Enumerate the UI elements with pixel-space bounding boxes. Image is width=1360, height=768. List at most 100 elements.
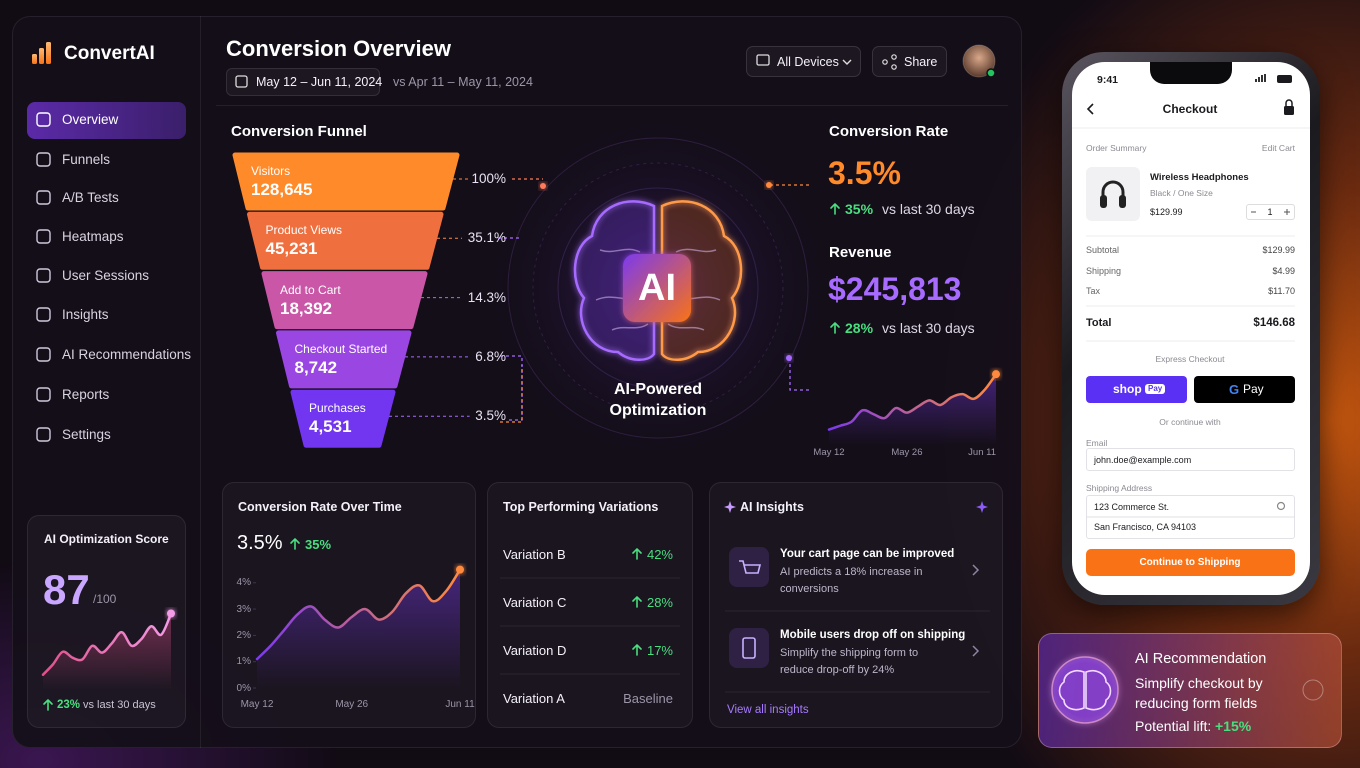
funnel-stage-label: Visitors — [251, 164, 291, 178]
address-line: San Francisco, CA 94103 — [1094, 522, 1197, 532]
summary-row-label: Shipping — [1086, 265, 1122, 276]
devices-label[interactable]: All Devices — [777, 55, 839, 69]
funnel-title: Conversion Funnel — [231, 123, 367, 140]
y-tick-label: 4% — [236, 577, 251, 589]
score-max: /100 — [93, 592, 117, 606]
rec-title: AI Recommendation — [1135, 650, 1267, 667]
metric-title: Conversion Rate — [829, 123, 949, 140]
metric-title: Revenue — [829, 244, 892, 261]
recommendation-card — [1038, 633, 1342, 748]
or-label: Or continue with — [1159, 416, 1221, 427]
metric-value: $245,813 — [828, 271, 962, 307]
insights-link[interactable]: View all insights — [727, 703, 809, 716]
funnel-percent: 35.1% — [467, 230, 506, 246]
variation-lift: 17% — [646, 642, 673, 658]
insight-title: Mobile users drop off on shipping — [780, 628, 966, 641]
metric-note: vs last 30 days — [882, 201, 975, 217]
email-input[interactable] — [1086, 448, 1295, 471]
y-tick-label: 2% — [236, 629, 251, 641]
gpay-text: Pay — [1243, 382, 1264, 396]
x-tick-label: May 12 — [240, 698, 274, 710]
qty-stepper[interactable] — [1246, 204, 1295, 220]
score-card — [27, 515, 186, 728]
nav-item[interactable]: Overview — [62, 112, 119, 127]
nav-item[interactable]: A/B Tests — [62, 190, 119, 205]
product-qty: 1 — [1267, 207, 1273, 217]
continue-button[interactable] — [1086, 549, 1295, 576]
card-change: 35% — [305, 536, 332, 552]
variations-card — [487, 482, 693, 728]
phone-title: Checkout — [1162, 102, 1218, 116]
shop-pay-button[interactable] — [1086, 376, 1187, 403]
funnel-stage-label: Add to Cart — [280, 282, 341, 297]
y-tick-label: 3% — [236, 603, 251, 615]
phone-notch — [1150, 62, 1232, 84]
ai-badge-text: AI — [638, 266, 676, 309]
variation-lift: 42% — [646, 546, 673, 562]
product-variant: Black / One Size — [1150, 187, 1213, 198]
insight-icon-box — [729, 628, 769, 668]
summary-row-value: $4.99 — [1272, 265, 1295, 276]
shop-pay-badge: Pay — [1145, 384, 1166, 394]
funnel-percent: 100% — [471, 171, 506, 186]
metric-change: 28% — [845, 320, 874, 336]
funnel-stage-label: Purchases — [309, 401, 366, 416]
y-tick-label: 1% — [236, 656, 251, 668]
shop-pay-text: shop — [1113, 382, 1142, 396]
score-note: vs last 30 days — [83, 699, 156, 711]
nav-active[interactable] — [27, 102, 186, 139]
product-price: $129.99 — [1150, 207, 1183, 217]
ai-caption: Optimization — [609, 401, 707, 419]
edit-link[interactable]: Edit Cart — [1261, 142, 1295, 153]
funnel-percent: 3.5% — [475, 408, 506, 424]
variation-name: Variation A — [503, 690, 565, 706]
funnel-stage-value: 128,645 — [251, 180, 313, 199]
card-title: Top Performing Variations — [503, 500, 659, 514]
funnel-percent: 6.8% — [475, 348, 506, 364]
app-name: ConvertAI — [64, 42, 155, 64]
funnel-stage-value: 18,392 — [280, 298, 332, 318]
total-label: Total — [1086, 317, 1112, 329]
funnel-stage-value: 45,231 — [265, 239, 318, 259]
x-tick-label: Jun 11 — [968, 447, 996, 458]
continue-label[interactable]: Continue to Shipping — [1139, 556, 1241, 568]
funnel-stage-value: 8,742 — [294, 357, 338, 377]
header-divider — [216, 105, 1008, 106]
rec-lift-label: Potential lift: — [1135, 718, 1212, 734]
nav-item[interactable]: Settings — [62, 427, 111, 442]
variation-name: Variation B — [503, 546, 566, 562]
card-title: AI Insights — [740, 500, 804, 514]
nav-item[interactable]: Heatmaps — [62, 229, 124, 244]
google-pay-button[interactable] — [1194, 376, 1295, 403]
variation-lift: 28% — [646, 594, 673, 610]
compare-range: vs Apr 11 – May 11, 2024 — [393, 75, 533, 89]
metric-note: vs last 30 days — [882, 320, 975, 336]
card-title: Conversion Rate Over Time — [238, 500, 402, 514]
nav-item[interactable]: User Sessions — [62, 268, 150, 283]
nav-item[interactable]: Insights — [62, 307, 109, 322]
summary-row-label: Subtotal — [1086, 245, 1120, 255]
email-label: Email — [1086, 437, 1108, 448]
nav-item[interactable]: Reports — [62, 387, 110, 402]
phone-time: 9:41 — [1097, 74, 1119, 86]
date-picker[interactable] — [226, 68, 380, 96]
variation-name: Variation C — [503, 594, 567, 610]
product-name: Wireless Headphones — [1150, 172, 1249, 183]
nav-item[interactable]: Funnels — [62, 152, 111, 167]
rec-text: Simplify checkout by reducing form field… — [1135, 675, 1263, 711]
x-tick-label: Jun 11 — [445, 698, 475, 710]
gpay-g: G — [1229, 381, 1240, 397]
insight-title: Your cart page can be improved — [780, 547, 955, 560]
funnel-stage-value: 4,531 — [309, 417, 352, 437]
address-line: 123 Commerce St. — [1094, 502, 1170, 512]
share-label[interactable]: Share — [904, 55, 938, 69]
funnel-percent: 14.3% — [467, 289, 506, 305]
score-change: 23% — [57, 698, 81, 711]
x-tick-label: May 26 — [335, 698, 369, 710]
summary-row-label: Tax — [1086, 286, 1101, 296]
nav-item[interactable]: AI Recommendations — [62, 347, 192, 362]
express-label: Express Checkout — [1155, 353, 1225, 364]
insight-icon-box — [729, 547, 769, 587]
date-range[interactable]: May 12 – Jun 11, 2024 — [256, 75, 383, 89]
